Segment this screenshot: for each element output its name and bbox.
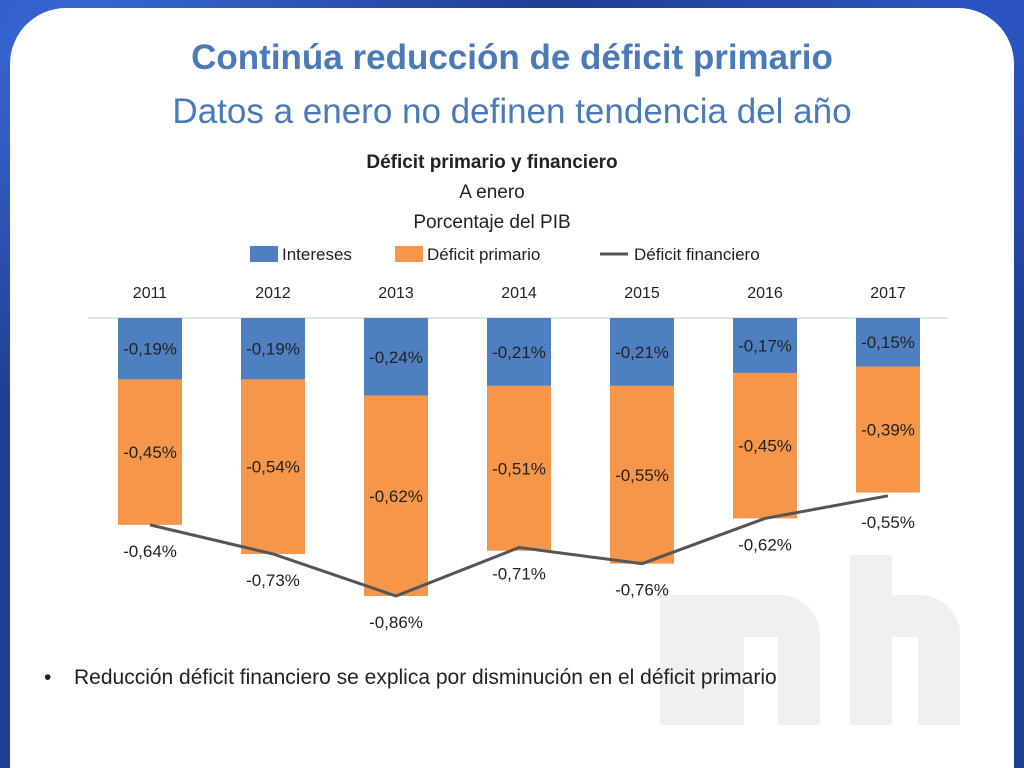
category-label-2017: 2017 <box>870 285 906 302</box>
bar-deficit-primario-2013 <box>364 395 428 596</box>
bar-deficit-primario-2017 <box>856 366 920 493</box>
legend-label-2: Déficit financiero <box>634 245 760 264</box>
bar-intereses-2013 <box>364 318 428 396</box>
line-deficit-financiero <box>149 494 889 598</box>
bullet-text: Reducción déficit financiero se explica … <box>74 666 777 689</box>
legend-swatch-0 <box>250 246 278 262</box>
slide-subtitle: Datos a enero no definen tendencia del a… <box>172 92 852 131</box>
category-label-2014: 2014 <box>501 285 537 302</box>
bar-intereses-2012 <box>241 318 305 380</box>
bar-intereses-2016 <box>733 318 797 373</box>
bar-intereses-2015 <box>610 318 674 386</box>
category-label-2012: 2012 <box>255 285 291 302</box>
bar-deficit-primario-2016 <box>733 372 797 519</box>
label-deficit-financiero-2014: -0,71% <box>492 565 546 584</box>
chart-legend: Intereses Déficit primario Déficit financi… <box>250 245 760 264</box>
chart-subtitle-line-1: A enero <box>459 182 525 203</box>
category-label-2011: 2011 <box>133 285 168 302</box>
bar-intereses-2017 <box>856 318 920 367</box>
label-intereses-2014: -0,21% <box>492 343 546 362</box>
bar-deficit-primario-2011 <box>118 379 182 525</box>
label-deficit-financiero-2017: -0,55% <box>861 513 915 532</box>
bar-deficit-primario-2012 <box>241 379 305 554</box>
label-deficit-financiero-2011: -0,64% <box>123 542 177 561</box>
label-deficit-financiero-2016: -0,62% <box>738 535 792 554</box>
label-intereses-2012: -0,19% <box>246 340 300 359</box>
label-deficit-financiero-2013: -0,86% <box>369 613 423 632</box>
label-deficit-primario-2017: -0,39% <box>861 421 915 440</box>
bar-deficit-primario-2015 <box>610 385 674 564</box>
chart-subtitle-line-2: Porcentaje del PIB <box>413 212 570 233</box>
mh-logo-watermark <box>660 555 960 725</box>
bar-intereses-2014 <box>487 318 551 386</box>
legend-label-1: Déficit primario <box>427 245 540 264</box>
label-intereses-2013: -0,24% <box>369 348 423 367</box>
label-deficit-primario-2014: -0,51% <box>492 459 546 478</box>
label-deficit-primario-2012: -0,54% <box>246 458 300 477</box>
slide-title: Continúa reducción de déficit primario <box>191 38 833 77</box>
label-deficit-primario-2013: -0,62% <box>369 487 423 506</box>
label-deficit-primario-2016: -0,45% <box>738 437 792 456</box>
legend-label-0: Intereses <box>282 245 352 264</box>
category-label-2015: 2015 <box>624 285 660 302</box>
label-deficit-financiero-2015: -0,76% <box>615 581 669 600</box>
bar-intereses-2011 <box>118 318 182 380</box>
deficit-chart: Déficit primario y financiero A enero Po… <box>88 152 948 632</box>
label-deficit-primario-2011: -0,45% <box>123 443 177 462</box>
label-intereses-2011: -0,19% <box>123 340 177 359</box>
label-deficit-primario-2015: -0,55% <box>615 466 669 485</box>
category-label-2016: 2016 <box>747 285 783 302</box>
bullet-marker: • <box>44 666 52 689</box>
category-label-2013: 2013 <box>378 285 414 302</box>
label-deficit-financiero-2012: -0,73% <box>246 571 300 590</box>
label-intereses-2016: -0,17% <box>738 336 792 355</box>
legend-swatch-1 <box>395 246 423 262</box>
label-intereses-2015: -0,21% <box>615 343 669 362</box>
chart-plot-area: 2011 2012 2013 2014 2015 2016 2017 -0,19% -0,45%… <box>88 285 948 632</box>
label-intereses-2017: -0,15% <box>861 333 915 352</box>
chart-title: Déficit primario y financiero <box>366 152 617 173</box>
bar-deficit-primario-2014 <box>487 385 551 551</box>
